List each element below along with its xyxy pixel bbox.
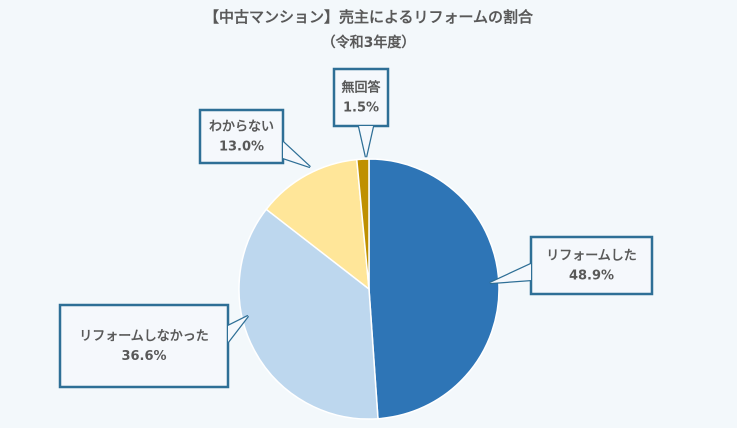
- pie-slice-2: [265, 158, 370, 291]
- callout-3: 無回答 1.5%: [332, 67, 390, 158]
- slice-value-label: 48.9%: [569, 269, 614, 284]
- slice-label: わからない: [209, 120, 274, 135]
- callout-2: わからない 13.0%: [198, 108, 311, 169]
- slice-label: リフォームした: [546, 249, 637, 264]
- pie-slice-1: [238, 208, 379, 420]
- callout-box: [198, 108, 285, 165]
- chart-title: 【中古マンション】売主によるリフォームの割合: [203, 8, 534, 26]
- callout-box: [332, 67, 390, 128]
- callout-box: [58, 303, 230, 389]
- slice-label: 無回答: [341, 80, 381, 96]
- callout-1: リフォームしなかった 36.6%: [58, 303, 249, 389]
- chart-subtitle: （令和3年度）: [321, 35, 416, 51]
- slice-value-label: 13.0%: [219, 140, 264, 155]
- slice-label: リフォームしなかった: [79, 329, 209, 344]
- pie-slice-3: [355, 158, 370, 290]
- slice-value-label: 36.6%: [121, 349, 166, 364]
- pie-slice-0: [368, 158, 500, 420]
- callout-box: [529, 235, 654, 296]
- callout-0: リフォームした 48.9%: [489, 235, 654, 296]
- slice-value-label: 1.5%: [343, 101, 379, 116]
